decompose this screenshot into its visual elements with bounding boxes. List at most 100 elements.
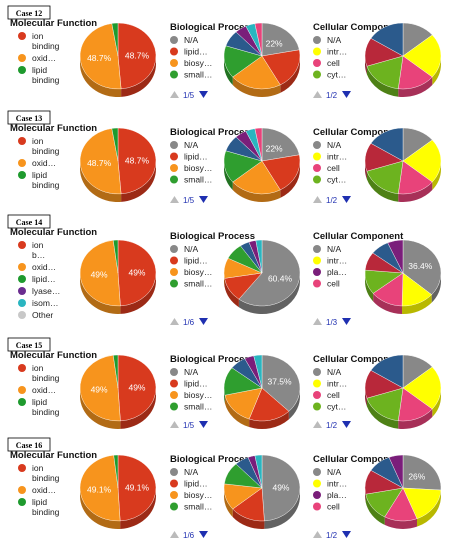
pie-slice <box>79 355 121 422</box>
page-indicator: 1/5 <box>183 196 195 205</box>
legend-item[interactable]: intr… <box>313 379 347 389</box>
legend-swatch <box>313 36 321 44</box>
page-down-arrow[interactable] <box>199 318 208 325</box>
legend-item[interactable]: cell <box>313 58 340 68</box>
page-down-arrow[interactable] <box>342 318 351 325</box>
page-down-arrow[interactable] <box>342 91 351 98</box>
legend-item[interactable]: lipid… <box>170 379 208 389</box>
slice-value-label: 22% <box>266 143 283 153</box>
legend-item[interactable]: cyt… <box>313 70 346 80</box>
legend-item[interactable]: small… <box>170 402 212 412</box>
legend-item[interactable]: oxid… <box>18 485 56 495</box>
legend-item[interactable]: N/A <box>170 367 199 377</box>
legend-item[interactable]: small… <box>170 279 212 289</box>
legend-item[interactable]: N/A <box>170 140 199 150</box>
legend-label: N/A <box>327 140 342 150</box>
page-down-arrow[interactable] <box>199 196 208 203</box>
pie-wall <box>120 273 156 314</box>
page-down-arrow[interactable] <box>342 196 351 203</box>
legend-item[interactable]: N/A <box>313 35 342 45</box>
page-up-arrow[interactable] <box>170 318 179 325</box>
page-up-arrow[interactable] <box>170 421 179 428</box>
page-down-arrow[interactable] <box>199 421 208 428</box>
legend-item[interactable]: Other <box>18 310 53 320</box>
legend-item[interactable]: lipid… <box>170 47 208 57</box>
page-up-arrow[interactable] <box>170 91 179 98</box>
legend-item[interactable]: intr… <box>313 152 347 162</box>
legend-item[interactable]: intr… <box>313 479 347 489</box>
legend-item[interactable]: intr… <box>313 47 347 57</box>
legend-item[interactable]: cell <box>313 502 340 512</box>
legend-label: lipid… <box>184 479 208 489</box>
legend-swatch <box>313 256 321 265</box>
legend-item[interactable]: cyt… <box>313 175 346 185</box>
legend-item[interactable]: N/A <box>313 467 342 477</box>
legend-item[interactable]: cell <box>313 390 340 400</box>
legend-item[interactable]: cell <box>313 279 340 289</box>
page-up-arrow[interactable] <box>313 421 322 428</box>
legend-item[interactable]: cell <box>313 163 340 173</box>
case-label-box <box>7 337 51 352</box>
legend-item[interactable]: lipid… <box>170 152 208 162</box>
case-label-box <box>7 5 51 20</box>
legend-label: pla… <box>327 267 347 277</box>
page-up-arrow[interactable] <box>313 318 322 325</box>
legend-label: lipid <box>32 397 47 407</box>
page-up-arrow[interactable] <box>313 91 322 98</box>
pie-slice <box>261 154 301 191</box>
page-down-arrow[interactable] <box>342 531 351 538</box>
legend-item[interactable]: N/A <box>170 244 199 254</box>
legend-item[interactable]: pla… <box>313 490 347 500</box>
page-up-arrow[interactable] <box>313 196 322 203</box>
legend-item[interactable]: isom… <box>18 298 58 308</box>
legend-item[interactable]: N/A <box>170 35 199 45</box>
legend-item[interactable]: N/A <box>313 244 342 254</box>
legend-item[interactable]: biosy… <box>170 267 212 277</box>
legend-item[interactable]: N/A <box>313 367 342 377</box>
legend-label: binding <box>32 473 60 483</box>
legend-item[interactable]: ionb… <box>18 240 45 260</box>
legend-label: ion <box>32 240 44 250</box>
page-down-arrow[interactable] <box>342 421 351 428</box>
legend-item[interactable]: lipid… <box>170 479 208 489</box>
legend-item[interactable]: pla… <box>313 267 347 277</box>
legend-item[interactable]: biosy… <box>170 390 212 400</box>
legend-item[interactable]: N/A <box>313 140 342 150</box>
legend-item[interactable]: oxid… <box>18 158 56 168</box>
legend-item[interactable]: small… <box>170 175 212 185</box>
page-down-arrow[interactable] <box>199 531 208 538</box>
legend-item[interactable]: oxid… <box>18 53 56 63</box>
legend-item[interactable]: oxid… <box>18 385 56 395</box>
legend-item[interactable]: intr… <box>313 256 347 266</box>
legend-item[interactable]: lipid… <box>18 274 56 284</box>
page-up-arrow[interactable] <box>170 531 179 538</box>
legend-item[interactable]: cyt… <box>313 402 346 412</box>
page-up-arrow[interactable] <box>313 531 322 538</box>
legend-swatch <box>18 275 26 283</box>
legend-item[interactable]: small… <box>170 502 212 512</box>
page-down-arrow[interactable] <box>199 91 208 98</box>
legend-item[interactable]: biosy… <box>170 163 212 173</box>
legend-item[interactable]: oxid… <box>18 262 56 272</box>
legend-item[interactable]: biosy… <box>170 490 212 500</box>
legend-item[interactable]: small… <box>170 70 212 80</box>
pie-slice <box>232 160 281 195</box>
legend-item[interactable]: lipid… <box>170 256 208 266</box>
panel-title: Cellular Component <box>313 231 404 242</box>
legend-item[interactable]: biosy… <box>170 58 212 68</box>
legend-item[interactable]: lyase… <box>18 286 60 296</box>
legend-item[interactable]: N/A <box>170 467 199 477</box>
legend-swatch <box>18 171 26 179</box>
legend-swatch <box>313 47 321 56</box>
page-indicator: 1/3 <box>326 318 338 327</box>
page-up-arrow[interactable] <box>170 196 179 203</box>
